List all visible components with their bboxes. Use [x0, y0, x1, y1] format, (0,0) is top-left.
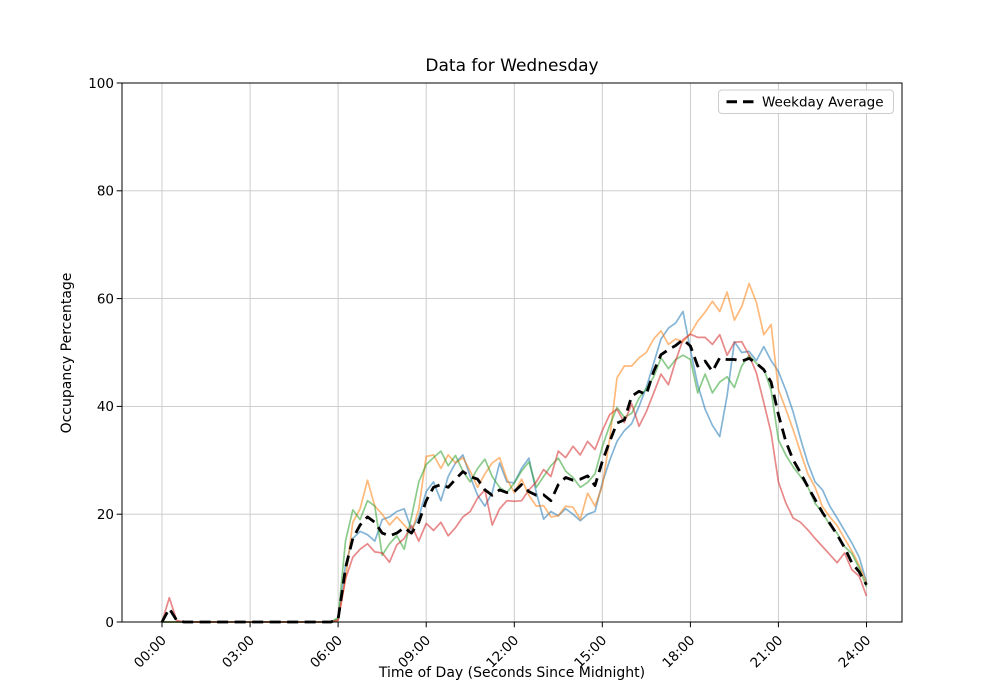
y-tick-label: 80 — [97, 184, 114, 200]
plot-border — [121, 82, 903, 623]
y-tick-label: 40 — [97, 399, 114, 415]
y-axis-label: Occupancy Percentage — [59, 273, 75, 434]
x-tick-label: 18:00 — [659, 633, 698, 672]
x-tick-label: 03:00 — [219, 633, 258, 672]
grid-layer — [122, 82, 902, 623]
x-axis-label: Time of Day (Seconds Since Midnight) — [378, 665, 645, 681]
x-tick-label: 24:00 — [836, 633, 875, 672]
y-tick-label: 60 — [97, 291, 114, 307]
y-tick-label: 0 — [105, 615, 114, 631]
y-tick-label: 100 — [88, 76, 114, 92]
legend-frame — [718, 89, 894, 114]
x-tick-label: 06:00 — [307, 633, 346, 672]
chart-title: Data for Wednesday — [425, 56, 598, 76]
y-tick-label: 20 — [97, 507, 114, 523]
x-tick-label: 00:00 — [131, 633, 170, 672]
legend: Weekday Average — [718, 89, 894, 114]
x-tick-label: 21:00 — [747, 633, 786, 672]
legend-label: Weekday Average — [762, 95, 884, 111]
